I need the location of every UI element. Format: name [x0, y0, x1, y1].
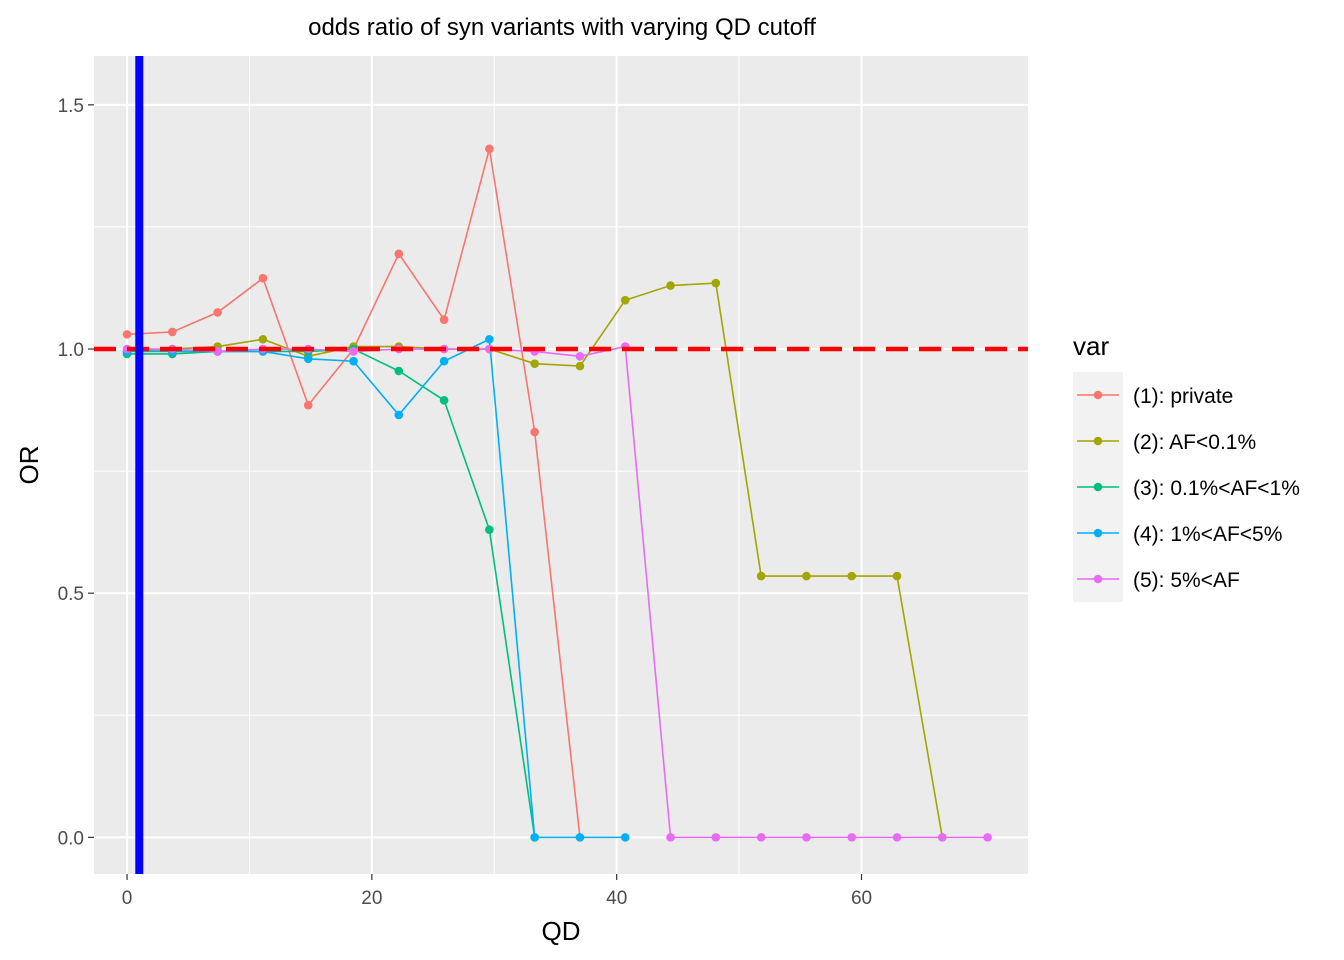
data-point	[485, 525, 494, 535]
data-point	[439, 356, 449, 366]
legend-item: (4): 1%<AF<5%	[1077, 523, 1282, 546]
data-point	[258, 273, 268, 283]
data-point	[485, 334, 494, 344]
x-tick-label: 20	[361, 888, 382, 909]
data-point	[213, 347, 222, 356]
x-axis-title: QD	[542, 916, 581, 946]
data-point	[711, 833, 721, 842]
data-point	[530, 359, 539, 368]
data-point	[530, 833, 539, 842]
data-point	[620, 833, 630, 842]
data-point	[666, 833, 675, 842]
data-point	[983, 833, 992, 842]
legend-label: (3): 0.1%<AF<1%	[1133, 477, 1300, 500]
data-point	[213, 308, 222, 317]
y-tick-label: 0.0	[58, 828, 84, 849]
data-point	[349, 347, 358, 356]
data-point	[530, 427, 539, 437]
legend: var (1): private (2): AF<0.1% (3): 0.1%<AF…	[1073, 331, 1300, 602]
data-point	[802, 833, 811, 842]
data-point	[394, 366, 404, 376]
y-axis-title: OR	[14, 446, 44, 485]
data-point	[575, 833, 585, 842]
data-point	[439, 315, 449, 325]
legend-title: var	[1073, 331, 1109, 361]
minor-gridlines	[94, 56, 1028, 874]
legend-item: (3): 0.1%<AF<1%	[1077, 477, 1300, 500]
data-point	[575, 361, 585, 371]
x-tick-label: 40	[606, 888, 627, 909]
data-point	[394, 410, 404, 420]
data-point	[620, 295, 630, 305]
data-point	[394, 249, 404, 259]
data-point	[485, 144, 494, 154]
legend-label: (2): AF<0.1%	[1133, 431, 1256, 454]
legend-key-point	[1093, 574, 1103, 584]
legend-key-point	[1093, 390, 1103, 400]
data-point	[756, 571, 766, 581]
y-tick-label: 1.5	[58, 96, 84, 117]
data-point	[938, 833, 947, 842]
legend-key-point	[1093, 436, 1103, 446]
y-tick-label: 0.5	[58, 584, 84, 605]
legend-item: (1): private	[1077, 385, 1233, 408]
x-tick-label: 60	[851, 888, 872, 909]
data-point	[802, 571, 811, 581]
data-point	[258, 334, 268, 344]
legend-label: (1): private	[1133, 385, 1233, 408]
y-tick-label: 1.0	[58, 340, 84, 361]
data-point	[439, 395, 449, 405]
data-point	[168, 327, 177, 337]
reference-lines	[94, 56, 1028, 874]
data-point	[349, 356, 358, 366]
y-axis: 0.0 0.5 1.0 1.5	[58, 96, 94, 849]
data-point	[303, 354, 313, 364]
legend-label: (4): 1%<AF<5%	[1133, 523, 1282, 546]
data-point	[892, 571, 902, 581]
data-point	[756, 833, 766, 842]
data-point	[892, 833, 902, 842]
plot-panel	[94, 56, 1028, 874]
data-point	[122, 330, 132, 339]
data-point	[711, 278, 721, 288]
data-point	[666, 281, 675, 290]
x-tick-label: 0	[122, 888, 133, 909]
data-point	[847, 571, 857, 581]
chart-title: odds ratio of syn variants with varying …	[308, 14, 816, 41]
data-point	[575, 352, 585, 361]
x-axis: 0 20 40 60	[122, 874, 872, 909]
data-point	[847, 833, 857, 842]
legend-label: (5): 5%<AF	[1133, 569, 1240, 592]
legend-key-point	[1093, 482, 1103, 492]
data-point	[303, 400, 313, 410]
legend-item: (5): 5%<AF	[1077, 569, 1240, 592]
legend-item: (2): AF<0.1%	[1077, 431, 1256, 454]
legend-key-point	[1093, 528, 1103, 538]
